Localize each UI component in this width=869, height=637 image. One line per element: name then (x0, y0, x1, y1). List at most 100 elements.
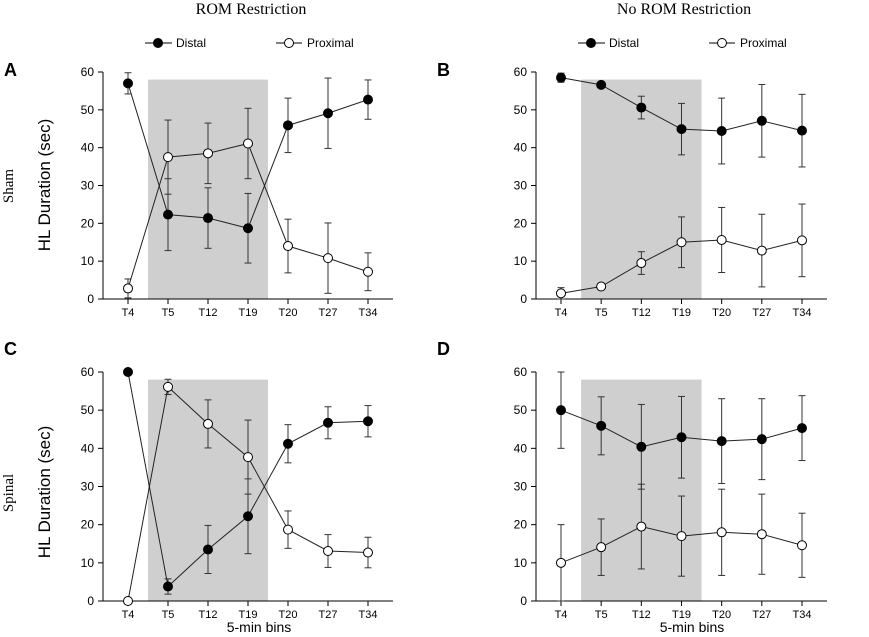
legend-proximal-marker (284, 38, 294, 48)
y-tick-label: 60 (514, 365, 528, 379)
y-tick-label: 0 (520, 292, 527, 306)
data-point (716, 527, 727, 538)
y-axis-title-top: HL Duration (sec) (35, 119, 54, 252)
data-point (797, 235, 807, 246)
y-tick-label: 60 (81, 365, 95, 379)
x-tick-label: T12 (632, 609, 651, 621)
legend-proximal-label: Proximal (307, 36, 354, 50)
series-proximal (123, 107, 373, 299)
series-distal (556, 72, 807, 168)
x-tick-label: T12 (199, 609, 218, 621)
data-point (283, 524, 293, 535)
legend-right: Distal Proximal (578, 36, 787, 50)
y-tick-label: 50 (81, 103, 95, 117)
data-point (283, 120, 293, 131)
panel-d: D 0 10 20 30 40 50 60 T4 T5 T12 T19 T20 T27 T34 (437, 339, 827, 621)
data-point (163, 581, 173, 592)
y-tick-label: 10 (514, 556, 528, 570)
x-tick-label: T5 (162, 307, 175, 319)
y-tick-label: 0 (87, 594, 94, 608)
data-point (596, 79, 607, 90)
panel-label: A (4, 60, 17, 80)
y-tick-label: 40 (514, 141, 528, 155)
data-point (797, 423, 807, 434)
x-tick-label: T34 (359, 307, 378, 319)
data-point (596, 420, 607, 431)
data-point (596, 281, 607, 292)
data-point (163, 381, 173, 392)
x-tick-label: T12 (199, 307, 218, 319)
y-tick-label: 30 (81, 480, 95, 494)
x-tick-label: T4 (122, 307, 135, 319)
legend-proximal-label: Proximal (740, 36, 787, 50)
y-tick-label: 0 (87, 292, 94, 306)
x-axis-title-left: 5-min bins (227, 619, 292, 635)
data-point (203, 544, 213, 555)
data-point (283, 241, 293, 252)
data-point (636, 521, 647, 532)
data-point (756, 245, 767, 256)
legend-distal-label: Distal (176, 36, 206, 50)
series-distal (123, 367, 373, 595)
x-tick-label: T19 (239, 307, 258, 319)
data-point (556, 288, 566, 299)
x-tick-label: T34 (793, 609, 812, 621)
y-tick-label: 20 (81, 518, 95, 532)
data-point (243, 511, 253, 522)
x-tick-label: T5 (595, 609, 608, 621)
legend-distal-marker (586, 38, 596, 48)
data-point (123, 78, 133, 89)
y-tick-label: 0 (520, 594, 527, 608)
data-point (756, 434, 767, 445)
y-tick-label: 50 (514, 403, 528, 417)
data-point (676, 531, 687, 542)
col-title-no-rom-restriction: No ROM Restriction (617, 1, 751, 18)
series-proximal (123, 378, 373, 606)
data-point (123, 367, 133, 377)
data-point (243, 452, 253, 463)
x-tick-label: T4 (122, 609, 135, 621)
data-point (323, 546, 333, 557)
x-tick-label: T4 (555, 609, 568, 621)
data-point (556, 72, 566, 83)
data-point (323, 108, 333, 119)
y-tick-label: 50 (514, 103, 528, 117)
panel-label: D (437, 339, 450, 359)
series-proximal (556, 483, 807, 602)
y-tick-label: 60 (81, 65, 95, 79)
legend-left: Distal Proximal (145, 36, 354, 50)
row-label-spinal: Spinal (1, 474, 17, 512)
legend-proximal-marker (717, 38, 727, 48)
x-tick-label: T20 (712, 609, 731, 621)
x-tick-label: T20 (279, 307, 298, 319)
y-tick-label: 30 (514, 480, 528, 494)
y-tick-label: 40 (81, 141, 95, 155)
data-point (363, 94, 373, 105)
x-tick-label: T34 (793, 307, 812, 319)
data-point (163, 152, 173, 163)
y-tick-label: 10 (514, 254, 528, 268)
y-tick-label: 60 (514, 65, 528, 79)
legend-distal-marker (153, 38, 163, 48)
data-point (363, 266, 373, 277)
data-point (123, 283, 133, 294)
x-tick-label: T27 (752, 307, 771, 319)
x-tick-label: T5 (595, 307, 608, 319)
data-point (123, 596, 133, 606)
y-tick-label: 20 (81, 216, 95, 230)
data-point (797, 540, 807, 551)
data-point (556, 405, 566, 416)
panel-c: C 0 10 20 30 40 50 60 T4 T5 T12 T19 T20 T27 T34 (4, 339, 393, 621)
y-tick-label: 30 (81, 179, 95, 193)
panel-b: B 0 10 20 30 40 50 60 T4 T5 T12 T19 T20 T27 T34 (437, 60, 827, 319)
x-tick-label: T4 (555, 307, 568, 319)
y-tick-label: 10 (81, 556, 95, 570)
x-tick-label: T27 (319, 609, 338, 621)
series-distal (556, 371, 807, 490)
data-point (163, 209, 173, 220)
data-point (556, 557, 566, 568)
legend-distal-label: Distal (609, 36, 639, 50)
x-tick-label: T19 (672, 609, 691, 621)
